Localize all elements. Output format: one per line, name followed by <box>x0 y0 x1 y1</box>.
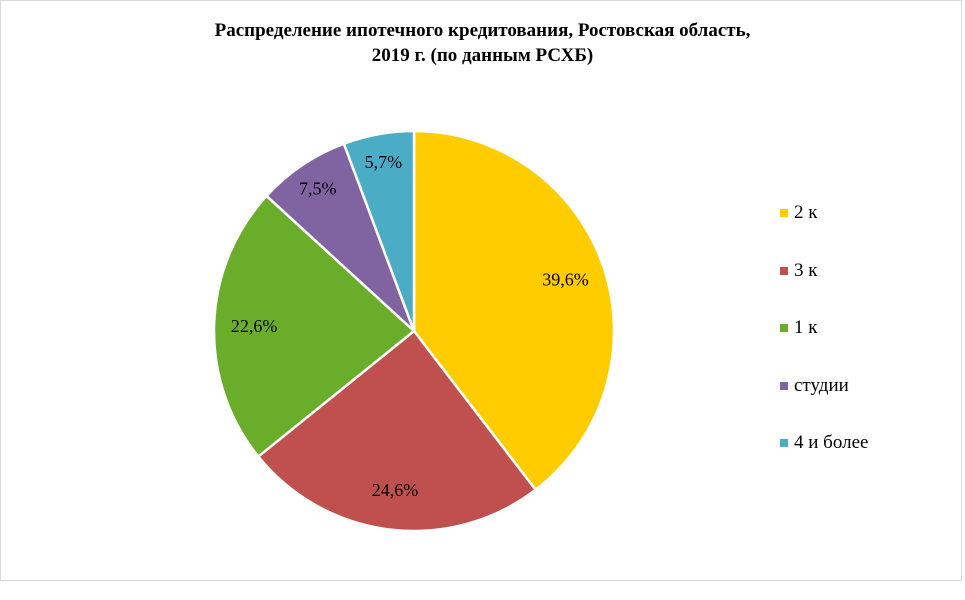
chart-frame <box>0 0 962 581</box>
legend-label: 1 к <box>794 317 818 338</box>
data-label-3: 7,5% <box>299 178 337 198</box>
data-label-0: 39,6% <box>542 270 589 290</box>
legend-item: 4 и более <box>780 430 868 488</box>
legend-swatch <box>780 381 788 390</box>
pie-slice-1 <box>256 329 538 533</box>
data-label-4: 5,7% <box>365 152 403 172</box>
legend-item: 2 к <box>780 200 868 258</box>
data-label-1: 24,6% <box>372 480 419 500</box>
pie-slice-2 <box>212 194 416 459</box>
legend-swatch <box>780 324 788 332</box>
legend-label: 3 к <box>794 259 818 281</box>
legend: 2 к 3 к 1 к студии 4 и более <box>780 200 868 488</box>
data-label-2: 22,6% <box>231 316 278 336</box>
legend-swatch <box>780 209 788 217</box>
legend-swatch <box>780 439 788 447</box>
pie-slice-0 <box>412 129 616 492</box>
legend-item: 3 к <box>780 258 868 316</box>
legend-label: студии <box>794 374 849 396</box>
chart-title-line-1: Распределение ипотечного кредитования, Р… <box>214 20 751 41</box>
pie-slice-4 <box>342 129 416 332</box>
legend-label: 4 и более <box>794 432 869 453</box>
chart-title: Распределение ипотечного кредитования, Р… <box>0 18 965 68</box>
legend-item: студии <box>780 373 868 431</box>
legend-item: 1 к <box>780 315 868 373</box>
legend-swatch <box>780 266 788 275</box>
legend-label: 2 к <box>794 202 818 223</box>
chart-title-line-2: 2019 г. (по данным РСХБ) <box>371 45 594 66</box>
